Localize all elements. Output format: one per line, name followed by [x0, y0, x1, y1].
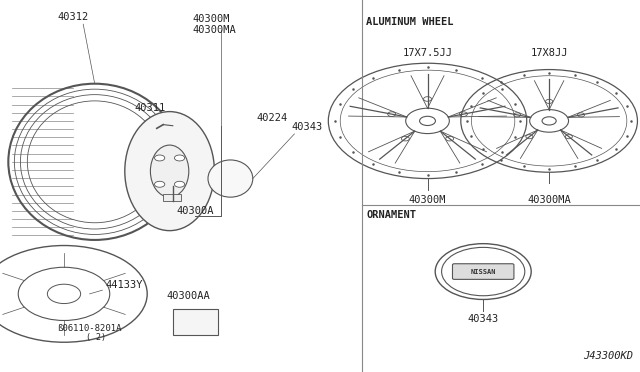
Circle shape: [175, 155, 185, 161]
Text: 40224: 40224: [256, 113, 287, 123]
Text: NISSAN: NISSAN: [470, 269, 496, 275]
Text: 40300M: 40300M: [192, 14, 230, 24]
Bar: [163, 194, 181, 201]
Text: ( 2): ( 2): [86, 333, 106, 342]
Text: 44133Y: 44133Y: [106, 280, 143, 290]
Ellipse shape: [208, 160, 253, 197]
Text: 17X8JJ: 17X8JJ: [531, 48, 568, 58]
Ellipse shape: [125, 112, 214, 231]
Text: 17X7.5JJ: 17X7.5JJ: [403, 48, 452, 58]
Text: 40300MA: 40300MA: [192, 25, 236, 35]
Text: J43300KD: J43300KD: [584, 351, 634, 361]
Text: ALUMINUM WHEEL: ALUMINUM WHEEL: [366, 17, 454, 27]
Text: 40300M: 40300M: [409, 195, 446, 205]
Text: ß06110-8201A: ß06110-8201A: [58, 324, 122, 333]
FancyBboxPatch shape: [452, 264, 514, 279]
Text: ORNAMENT: ORNAMENT: [366, 210, 416, 220]
Text: 40300MA: 40300MA: [527, 195, 571, 205]
Text: 40311: 40311: [134, 103, 166, 113]
Ellipse shape: [150, 145, 189, 197]
Circle shape: [175, 181, 185, 187]
Text: 40300A: 40300A: [176, 206, 214, 217]
Text: 40312: 40312: [58, 12, 89, 22]
Bar: [173, 309, 218, 335]
Text: 40343: 40343: [468, 314, 499, 324]
Text: 40300AA: 40300AA: [167, 291, 211, 301]
Text: 40343: 40343: [291, 122, 323, 132]
Circle shape: [154, 181, 164, 187]
Circle shape: [154, 155, 164, 161]
